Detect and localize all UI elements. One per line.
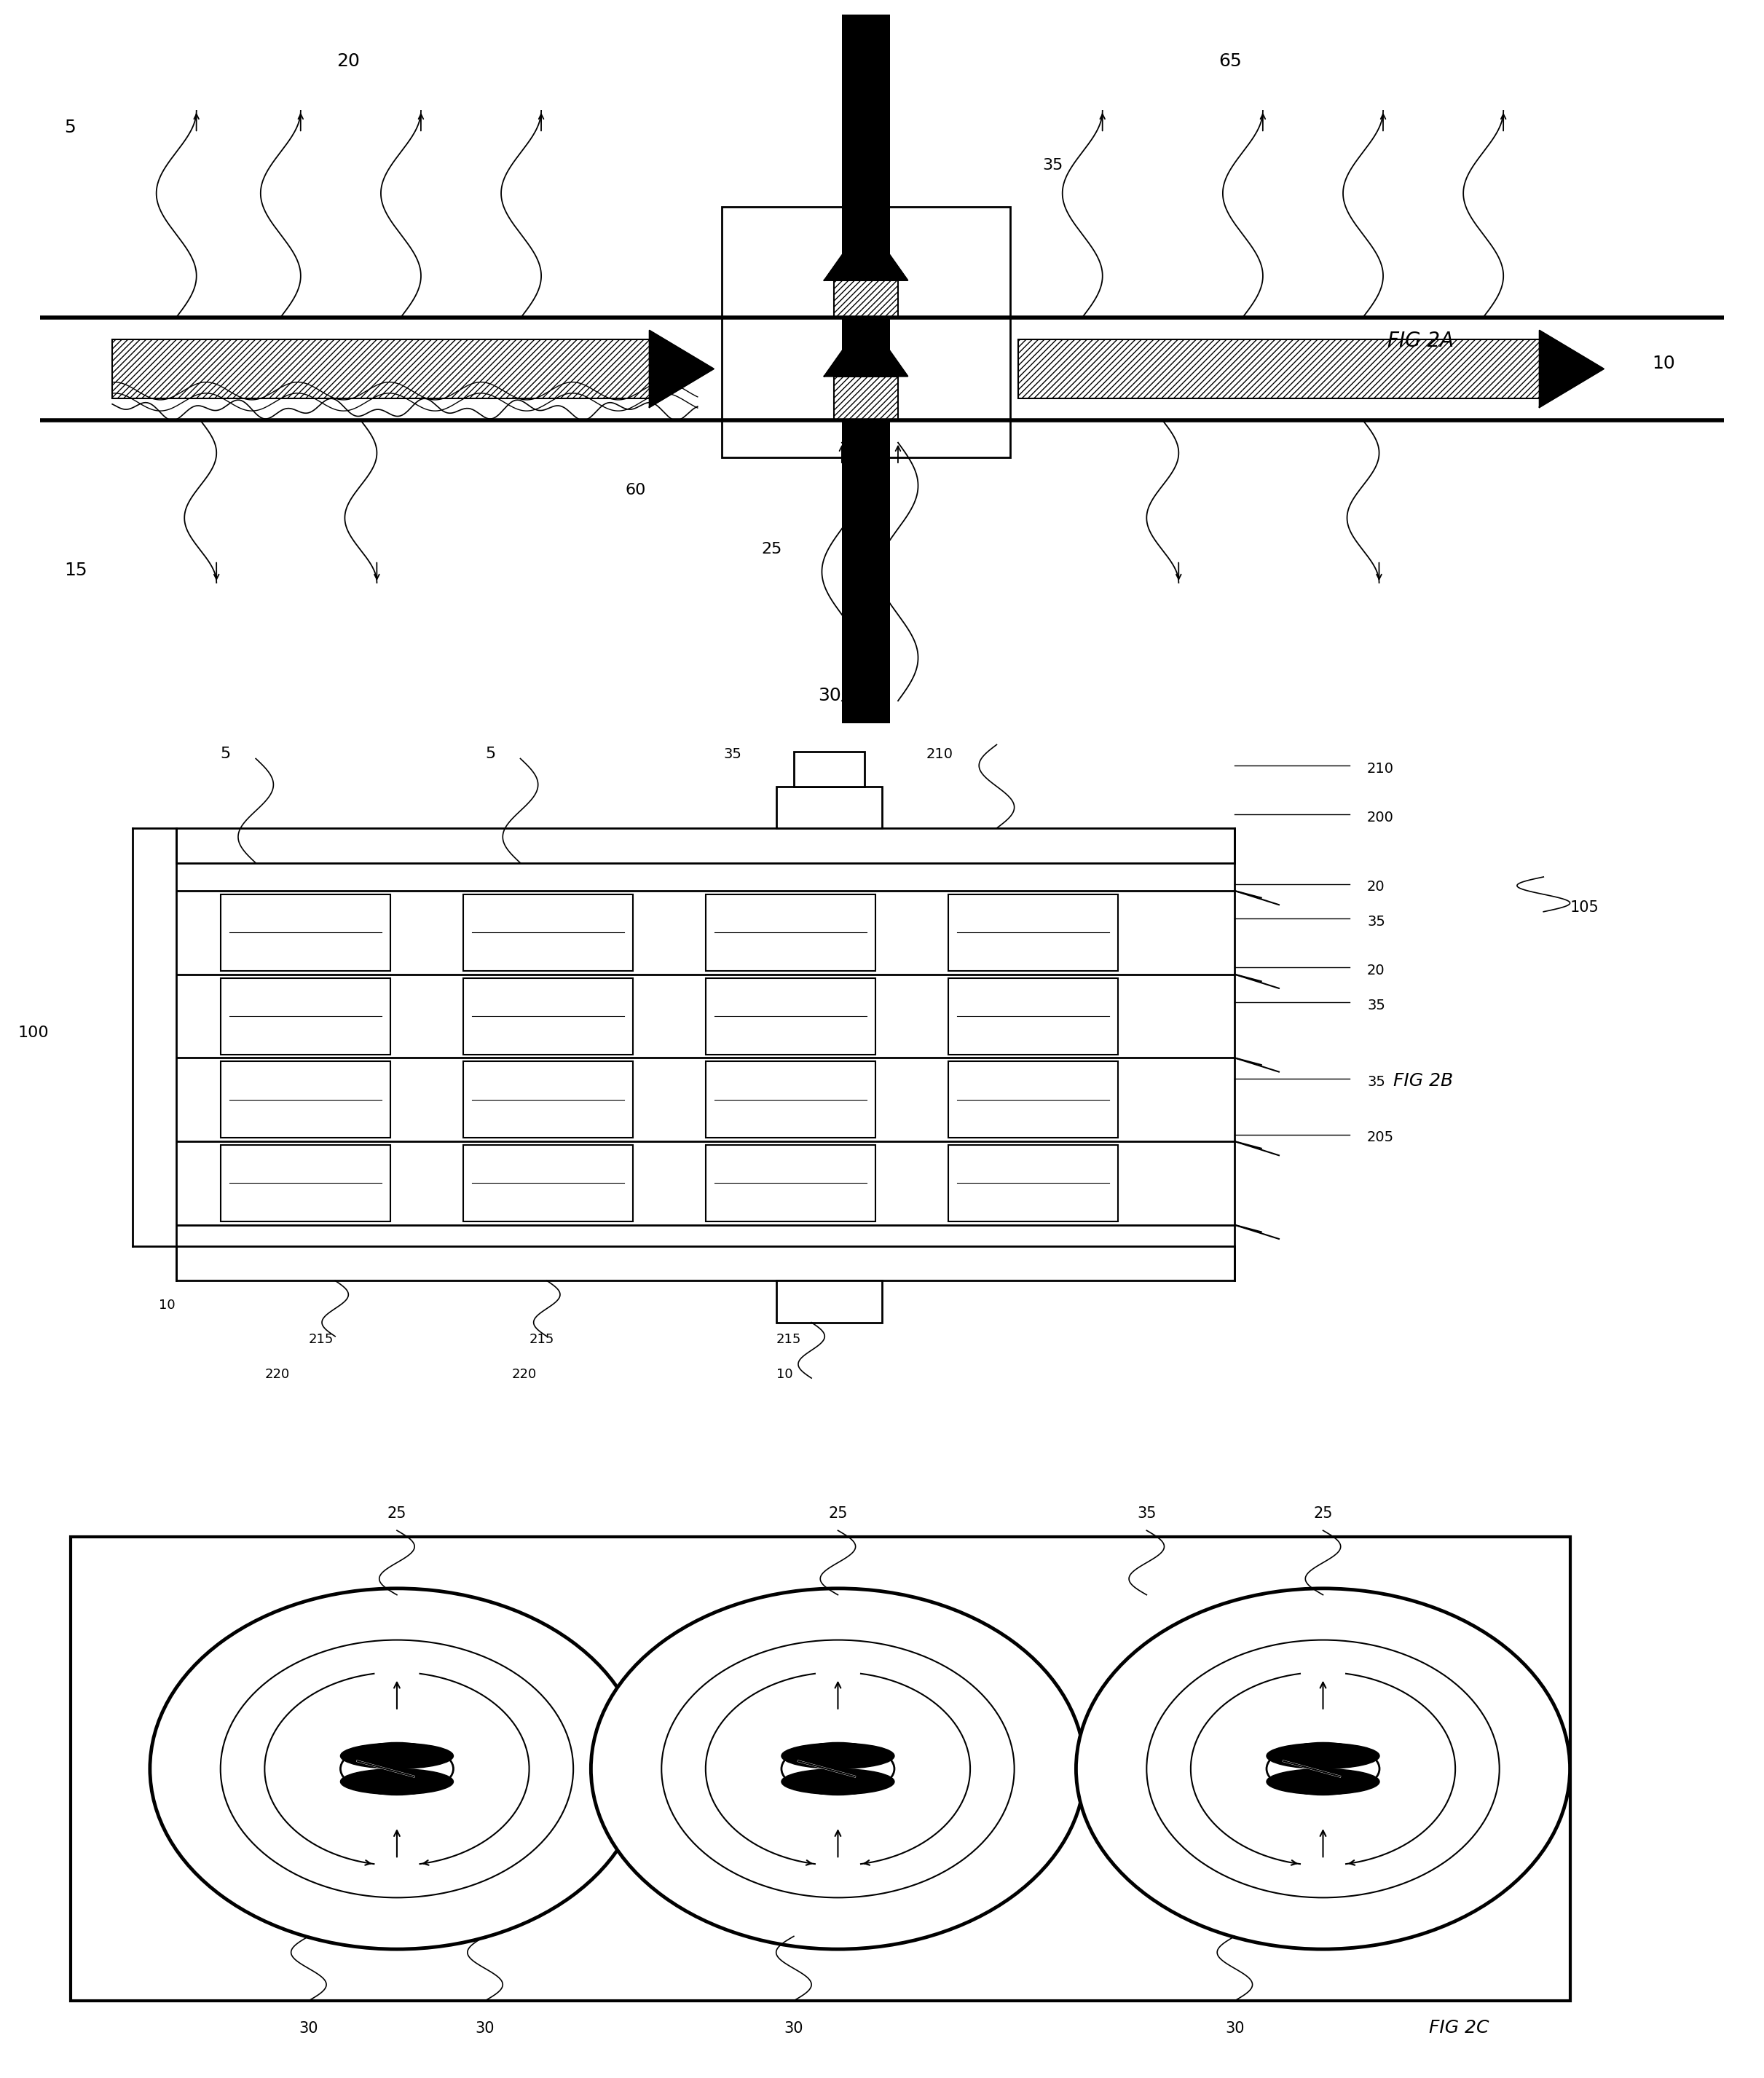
Text: 210: 210 bbox=[926, 748, 953, 761]
Text: 30: 30 bbox=[476, 2022, 494, 2036]
Text: 30: 30 bbox=[785, 2022, 803, 2036]
Bar bbox=[71, 1538, 1570, 2001]
Text: 25: 25 bbox=[829, 1507, 847, 1521]
Text: 10: 10 bbox=[159, 1299, 175, 1311]
Ellipse shape bbox=[340, 1743, 453, 1768]
Bar bbox=[113, 339, 649, 399]
Text: 200: 200 bbox=[1367, 810, 1394, 825]
Text: 30: 30 bbox=[300, 2022, 318, 2036]
Text: 20: 20 bbox=[1367, 964, 1385, 977]
Text: 15: 15 bbox=[64, 561, 86, 580]
Text: 60: 60 bbox=[626, 482, 646, 497]
Bar bbox=[462, 979, 633, 1054]
Bar bbox=[949, 1062, 1118, 1139]
Polygon shape bbox=[1540, 330, 1603, 407]
Ellipse shape bbox=[781, 1743, 894, 1795]
Text: 210: 210 bbox=[1367, 761, 1394, 775]
Text: 5: 5 bbox=[64, 118, 76, 137]
Text: 10: 10 bbox=[1651, 355, 1674, 372]
Text: 100: 100 bbox=[18, 1024, 49, 1039]
Circle shape bbox=[150, 1588, 644, 1949]
Ellipse shape bbox=[1267, 1768, 1379, 1795]
Text: 25: 25 bbox=[762, 542, 783, 557]
Bar bbox=[949, 1145, 1118, 1222]
Text: 30: 30 bbox=[818, 688, 841, 704]
Bar bbox=[706, 1062, 875, 1139]
Bar bbox=[721, 206, 1011, 457]
Bar bbox=[949, 979, 1118, 1054]
Text: 215: 215 bbox=[309, 1334, 333, 1347]
Text: FIG 2B: FIG 2B bbox=[1394, 1072, 1454, 1089]
Text: 220: 220 bbox=[265, 1367, 289, 1382]
Circle shape bbox=[220, 1640, 573, 1897]
Circle shape bbox=[1147, 1640, 1499, 1897]
Bar bbox=[1018, 339, 1540, 399]
Circle shape bbox=[591, 1588, 1085, 1949]
Bar bbox=[706, 1145, 875, 1222]
Text: 215: 215 bbox=[529, 1334, 554, 1347]
Circle shape bbox=[1076, 1588, 1570, 1949]
Bar bbox=[462, 894, 633, 970]
Bar bbox=[706, 894, 875, 970]
Text: 105: 105 bbox=[1570, 900, 1598, 914]
Circle shape bbox=[662, 1640, 1014, 1897]
Text: 35: 35 bbox=[1367, 997, 1385, 1012]
Text: 205: 205 bbox=[1367, 1130, 1394, 1145]
Text: 25: 25 bbox=[388, 1507, 406, 1521]
Ellipse shape bbox=[1267, 1743, 1379, 1768]
Bar bbox=[462, 1145, 633, 1222]
Text: FIG 2A: FIG 2A bbox=[1387, 330, 1454, 351]
Bar bbox=[834, 376, 898, 420]
Bar bbox=[220, 894, 390, 970]
Bar bbox=[834, 281, 898, 318]
Text: 5: 5 bbox=[220, 746, 231, 761]
Bar bbox=[841, 15, 891, 723]
Bar bbox=[794, 752, 864, 785]
Text: 20: 20 bbox=[337, 52, 360, 71]
Bar bbox=[706, 979, 875, 1054]
Ellipse shape bbox=[781, 1743, 894, 1768]
Bar bbox=[176, 1247, 1235, 1280]
Text: 65: 65 bbox=[1219, 52, 1242, 71]
Polygon shape bbox=[824, 222, 908, 281]
Bar bbox=[776, 1280, 882, 1322]
Text: 10: 10 bbox=[776, 1367, 792, 1382]
Text: 25: 25 bbox=[1314, 1507, 1332, 1521]
Polygon shape bbox=[649, 330, 714, 407]
Polygon shape bbox=[824, 318, 908, 376]
Text: 35: 35 bbox=[723, 748, 741, 761]
Text: 35: 35 bbox=[1367, 914, 1385, 929]
Text: 30: 30 bbox=[1226, 2022, 1244, 2036]
Text: 5: 5 bbox=[485, 746, 496, 761]
Bar bbox=[220, 979, 390, 1054]
Bar bbox=[176, 829, 1235, 862]
Bar bbox=[220, 1062, 390, 1139]
Bar bbox=[462, 1062, 633, 1139]
Ellipse shape bbox=[1267, 1743, 1379, 1795]
Text: 35: 35 bbox=[1367, 1074, 1385, 1089]
Text: 215: 215 bbox=[776, 1334, 801, 1347]
Ellipse shape bbox=[781, 1768, 894, 1795]
Text: 35: 35 bbox=[1043, 158, 1064, 172]
Bar bbox=[776, 785, 882, 829]
Bar bbox=[220, 1145, 390, 1222]
Ellipse shape bbox=[340, 1743, 453, 1795]
Text: 35: 35 bbox=[1138, 1507, 1155, 1521]
Text: 220: 220 bbox=[512, 1367, 536, 1382]
Text: 20: 20 bbox=[1367, 879, 1385, 894]
Bar bbox=[949, 894, 1118, 970]
Text: FIG 2C: FIG 2C bbox=[1429, 2020, 1489, 2036]
Ellipse shape bbox=[340, 1768, 453, 1795]
